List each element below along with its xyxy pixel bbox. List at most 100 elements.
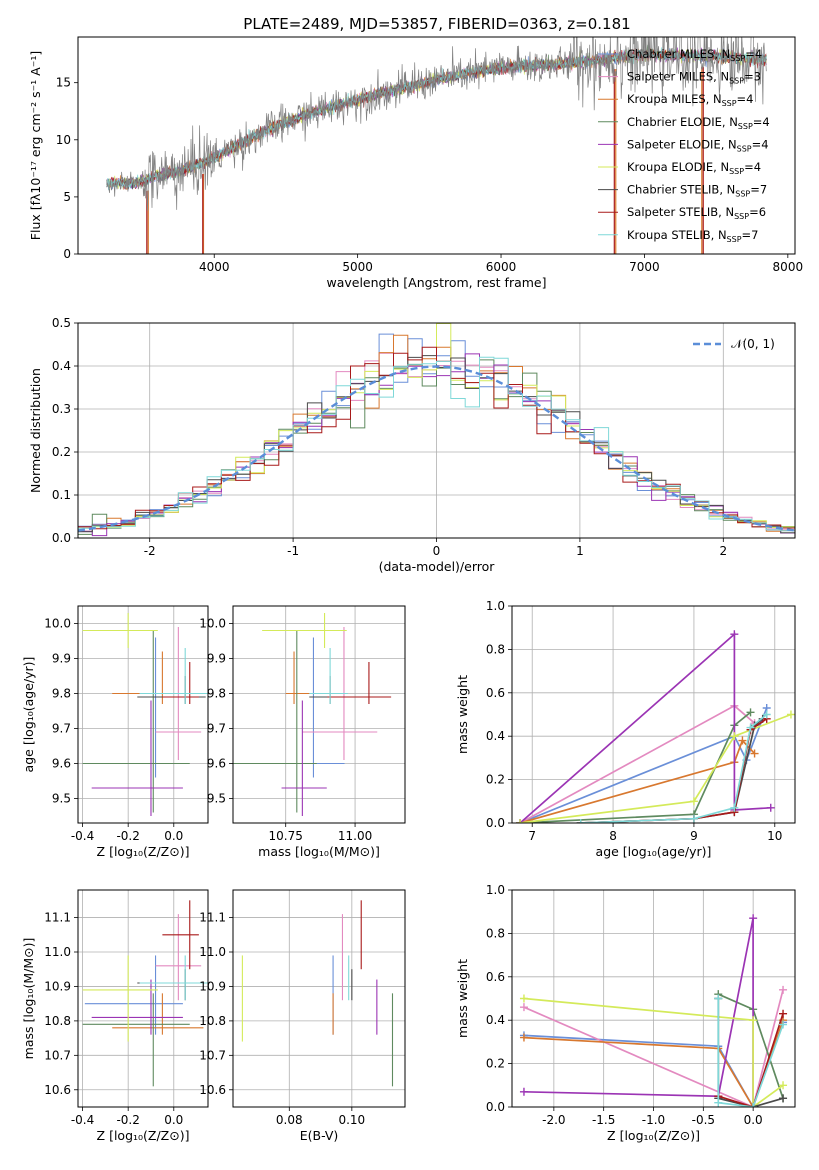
legend-label-n: N [720, 160, 729, 174]
axes: -2 -1 0 1 2 0.0 0.1 0.2 0.3 0.4 0.5 (data-model)/er… [28, 316, 796, 574]
ssp-marker [779, 1020, 788, 1029]
legend-label-value: =7 [742, 228, 759, 242]
y-tick-label: 9.9 [52, 652, 71, 666]
ssp-marker [519, 1087, 528, 1096]
ssp-marker [714, 1098, 723, 1107]
legend-label: Chabrier MILES, NSSP=4 [627, 47, 762, 63]
ssp-line [523, 997, 784, 1107]
axes: 0.08 0.10 10.6 10.7 10.8 10.9 11.0 11.1 E(B-V) [199, 889, 406, 1143]
y-tick-label: 10.8 [44, 1014, 71, 1028]
ssp-marker [730, 732, 739, 741]
x-tick-label: -2 [144, 544, 156, 558]
y-axis-label: mass [log₁₀(M/M⊙)] [21, 938, 36, 1060]
y-axis-label: mass weight [455, 959, 470, 1038]
legend-label-name: Salpeter MILES, [627, 70, 720, 84]
y-tick-label: 0.1 [52, 488, 71, 502]
legend-label: Salpeter MILES, NSSP=3 [627, 70, 761, 86]
y-tick-label: 5 [63, 190, 71, 204]
errorbar-point [84, 955, 183, 1035]
legend-label: Chabrier ELODIE, NSSP=4 [627, 115, 770, 131]
y-tick-label: 0.4 [486, 1013, 505, 1027]
ssp-marker [519, 1003, 528, 1012]
legend-entry: Kroupa MILES, NSSP=4 [598, 92, 754, 108]
x-axis-label: age [log₁₀(age/yr)] [596, 844, 712, 859]
legend-label-n: N [728, 137, 737, 151]
y-tick-label: 10.6 [199, 1083, 226, 1097]
x-axis-label: wavelength [Angstrom, rest frame] [326, 275, 546, 290]
ssp-series [714, 990, 788, 1103]
x-tick-label: 0.0 [164, 1113, 183, 1127]
x-tick-label: -0.2 [116, 829, 139, 843]
ssp-series [714, 994, 788, 1107]
y-tick-label: 0.0 [52, 531, 71, 545]
y-tick-label: 10 [56, 133, 71, 147]
plot-area [82, 613, 208, 816]
legend-entry: Salpeter STELIB, NSSP=6 [598, 205, 766, 221]
legend-label: Chabrier STELIB, NSSP=7 [627, 183, 767, 199]
legend-label-value: =4 [737, 92, 754, 106]
grid-lines [233, 890, 405, 1107]
legend-label-name: Kroupa ELODIE, [627, 160, 720, 174]
y-tick-label: 0.4 [486, 729, 505, 743]
axes: -2.0 -1.5 -1.0 -0.5 0.0 0.0 0.2 0.4 0.6 0.8 1.0 Z [… [455, 883, 796, 1143]
x-tick-label: 0.0 [744, 1113, 763, 1127]
x-axis-label: Z [log₁₀(Z/Z⊙)] [607, 1128, 700, 1143]
x-tick-label: -0.5 [692, 1113, 715, 1127]
errorbar-point [82, 955, 158, 1042]
errorbar-point [281, 700, 327, 816]
ssp-series [519, 994, 788, 1107]
x-tick-label: -0.2 [116, 1113, 139, 1127]
y-tick-label: 0.0 [486, 816, 505, 830]
ssp-series [519, 914, 758, 1107]
legend-label-sub: SSP [735, 190, 750, 199]
legend-label-value: =3 [744, 70, 761, 84]
legend-label-sub: SSP [722, 99, 737, 108]
mass-weight-vs-age-panel: 7 8 9 10 0.0 0.2 0.4 0.6 0.8 1.0 age [log₁₀(age/yr… [455, 599, 796, 859]
grid-lines [78, 606, 208, 823]
axes: 7 8 9 10 0.0 0.2 0.4 0.6 0.8 1.0 age [log₁₀(age/yr… [455, 599, 796, 859]
legend-entry: Salpeter ELODIE, NSSP=4 [598, 137, 769, 153]
x-tick-label: -1.0 [642, 1113, 665, 1127]
y-tick-label: 1.0 [486, 599, 505, 613]
plot-area [519, 914, 788, 1107]
x-tick-label: 0.08 [276, 1113, 303, 1127]
errorbar-point [82, 630, 190, 813]
ssp-marker [730, 630, 739, 639]
ssp-marker [746, 723, 755, 732]
x-tick-label: 7000 [629, 260, 660, 274]
legend-label-n: N [718, 228, 727, 242]
x-tick-label: 2 [719, 544, 727, 558]
y-tick-label: 9.7 [207, 722, 226, 736]
x-tick-label: 10 [767, 829, 782, 843]
legend-label-sub: SSP [738, 122, 753, 131]
ssp-marker [516, 819, 525, 823]
legend-label-sub: SSP [737, 144, 752, 153]
grid-lines [512, 605, 795, 824]
axes-frame [511, 605, 796, 824]
legend-label-name: Chabrier MILES, [627, 47, 722, 61]
legend-label-name: Kroupa STELIB, [627, 228, 718, 242]
mass-vs-ebv-panel: 0.08 0.10 10.6 10.7 10.8 10.9 11.0 11.1 E(B-V) [199, 889, 406, 1143]
legend-label-n: N [725, 205, 734, 219]
ssp-marker [689, 814, 698, 823]
x-tick-label: 4000 [199, 260, 230, 274]
plot-area [106, 37, 767, 254]
axes: 4000 5000 6000 7000 8000 0 5 10 15 wavelength [An… [28, 36, 803, 290]
ssp-marker [750, 749, 759, 758]
y-tick-label: 1.0 [486, 883, 505, 897]
y-tick-label: 0.8 [486, 926, 505, 940]
figure-title: PLATE=2489, MJD=53857, FIBERID=0363, z=0… [243, 15, 630, 33]
legend-label-n: N [729, 115, 738, 129]
y-tick-label: 9.8 [207, 687, 226, 701]
ssp-line [523, 989, 784, 1107]
y-tick-label: 11.1 [199, 911, 226, 925]
legend-label: Salpeter ELODIE, NSSP=4 [627, 137, 769, 153]
legend-label-value: =4 [753, 115, 770, 129]
y-tick-label: 0.3 [52, 402, 71, 416]
errorbar-point [262, 613, 347, 648]
x-tick-label: 5000 [342, 260, 373, 274]
y-tick-label: 9.5 [207, 792, 226, 806]
y-tick-label: 10.7 [199, 1048, 226, 1062]
x-tick-label: -2.0 [542, 1113, 565, 1127]
x-tick-label: 1 [576, 544, 584, 558]
